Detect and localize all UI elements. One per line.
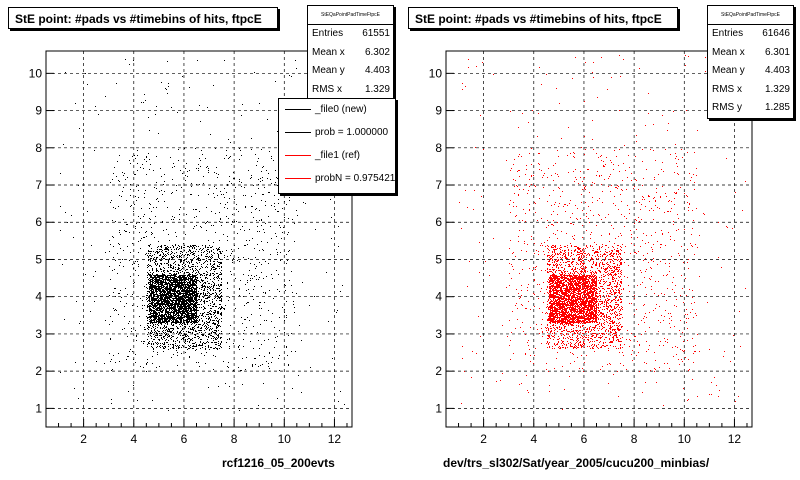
legend-label: _file0 (new): [315, 104, 367, 115]
stats-label: Mean y: [312, 65, 345, 76]
stats-label: Mean y: [712, 65, 745, 76]
stats-value: 4.403: [364, 65, 390, 76]
x-tick-label: 12: [728, 432, 742, 446]
legend-line-black: [285, 131, 311, 133]
y-tick-label: 10: [429, 66, 443, 80]
legend-label: prob = 1.000000: [315, 127, 389, 138]
y-tick-label: 8: [35, 141, 42, 155]
y-tick-label: 4: [435, 290, 442, 304]
legend-entry: _file0 (new): [279, 99, 367, 121]
legend-line-red: [285, 177, 311, 179]
left-stats-box: StEQaPointPadTimeFtpcE Entries 61551 Mea…: [307, 5, 394, 100]
y-tick-label: 3: [435, 327, 442, 341]
legend-entry: prob = 1.000000: [279, 122, 388, 144]
legend-line-black: [285, 108, 311, 110]
x-tick-label: 10: [278, 432, 292, 446]
y-tick-label: 10: [29, 66, 43, 80]
y-tick-label: 7: [435, 178, 442, 192]
stats-label: Entries: [312, 28, 344, 39]
y-tick-label: 4: [35, 290, 42, 304]
y-tick-label: 2: [435, 364, 442, 378]
y-tick-label: 9: [35, 104, 42, 118]
right-stats-row: RMS y 1.285: [708, 99, 793, 118]
stats-label: RMS x: [312, 83, 342, 95]
y-tick-label: 6: [35, 215, 42, 229]
plot-frame: [445, 50, 753, 428]
right-stats-row: RMS x 1.329: [708, 81, 793, 100]
y-tick-label: 8: [435, 141, 442, 155]
stats-label: RMS x: [712, 83, 742, 95]
y-tick-label: 6: [435, 215, 442, 229]
x-tick-label: 2: [480, 432, 487, 446]
y-tick-label: 7: [35, 178, 42, 192]
stats-value: 1.329: [364, 83, 390, 95]
left-stats-header: StEQaPointPadTimeFtpcE: [308, 6, 393, 25]
stats-value: 4.403: [764, 65, 790, 76]
legend-label: probN = 0.975421: [315, 173, 396, 184]
x-tick-label: 8: [631, 432, 638, 446]
legend-line-red: [285, 154, 311, 156]
stats-value: 61551: [362, 28, 390, 39]
x-tick-label: 4: [130, 432, 137, 446]
right-histogram-panel: 2 4 6 8 10 12 1 2 3 4 5 6 7 8 9 10 StE point: #pads vs …: [400, 0, 800, 480]
stats-label: Entries: [712, 28, 744, 39]
x-tick-label: 8: [231, 432, 238, 446]
left-stats-row: Entries 61551: [308, 25, 393, 44]
stats-value: 1.329: [764, 83, 790, 95]
right-stats-row: Mean x 6.301: [708, 44, 793, 63]
y-tick-label: 1: [35, 401, 42, 415]
stats-label: RMS y: [712, 102, 742, 113]
x-tick-label: 2: [80, 432, 87, 446]
left-x-caption: rcf1216_05_200evts: [222, 456, 335, 470]
left-histogram-panel: 2 4 6 8 10 12 1 2 3 4 5 6 7 8 9 10 StE point: #pads vs …: [8, 5, 396, 470]
x-tick-label: 6: [581, 432, 588, 446]
stats-label: Mean x: [312, 46, 345, 58]
left-stats-row: Mean x 6.302: [308, 44, 393, 63]
y-tick-label: 5: [35, 252, 42, 266]
left-stats-row: RMS x 1.329: [308, 81, 393, 100]
y-tick-label: 1: [435, 401, 442, 415]
stats-value: 1.285: [764, 102, 790, 113]
legend-entry: _file1 (ref): [279, 145, 360, 167]
y-tick-label: 3: [35, 327, 42, 341]
x-tick-label: 12: [328, 432, 342, 446]
right-stats-header: StEQaPointPadTimeFtpcE: [708, 6, 793, 25]
right-stats-row: Mean y 4.403: [708, 62, 793, 81]
right-x-caption: dev/trs_sl302/Sat/year_2005/cucu200_minb…: [443, 456, 710, 470]
stats-label: Mean x: [712, 46, 745, 58]
x-tick-label: 6: [181, 432, 188, 446]
right-stats-box: StEQaPointPadTimeFtpcE Entries 61646 Mea…: [707, 5, 794, 119]
y-tick-label: 2: [35, 364, 42, 378]
x-tick-label: 10: [678, 432, 692, 446]
stats-value: 6.301: [764, 46, 790, 58]
right-stats-row: Entries 61646: [708, 25, 793, 44]
stats-value: 6.302: [364, 46, 390, 58]
left-stats-row: Mean y 4.403: [308, 62, 393, 81]
legend-entry: probN = 0.975421: [279, 168, 395, 190]
left-chart-title: StE point: #pads vs #timebins of hits, f…: [8, 7, 278, 29]
right-chart-title: StE point: #pads vs #timebins of hits, f…: [408, 7, 678, 29]
y-tick-label: 5: [435, 252, 442, 266]
x-tick-label: 4: [530, 432, 537, 446]
comparison-legend: _file0 (new) prob = 1.000000 _file1 (ref…: [278, 98, 396, 194]
y-tick-label: 9: [435, 104, 442, 118]
legend-label: _file1 (ref): [315, 150, 361, 161]
stats-value: 61646: [762, 28, 790, 39]
